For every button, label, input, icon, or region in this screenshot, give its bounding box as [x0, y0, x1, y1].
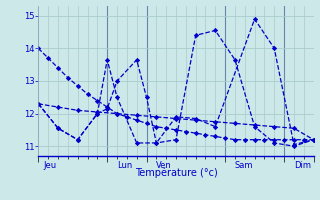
Text: Jeu: Jeu	[43, 161, 56, 170]
Text: Sam: Sam	[235, 161, 253, 170]
Text: Ven: Ven	[156, 161, 172, 170]
X-axis label: Température (°c): Température (°c)	[135, 168, 217, 178]
Text: Lun: Lun	[117, 161, 132, 170]
Text: Dim: Dim	[294, 161, 311, 170]
